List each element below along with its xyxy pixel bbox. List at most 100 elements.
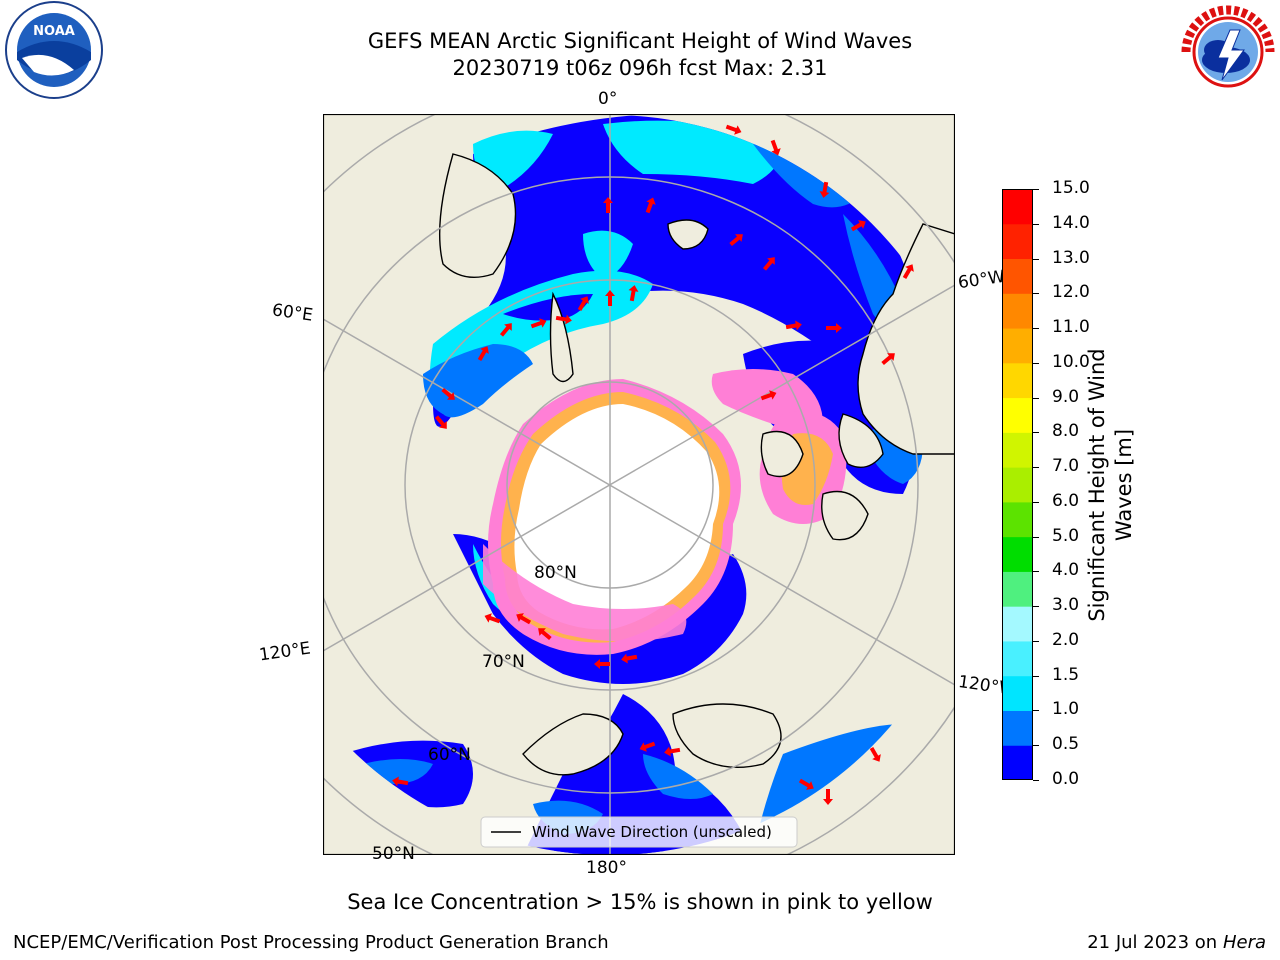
lon-label-120e: 120°E xyxy=(257,638,312,666)
wind-arrow-icon xyxy=(434,415,447,429)
colorbar-tick-label: 10.0 xyxy=(1052,351,1090,372)
nws-logo xyxy=(1178,2,1278,102)
colorbar-tick-label: 0.5 xyxy=(1052,734,1080,755)
colorbar-swatch xyxy=(1002,606,1033,642)
wind-arrow-icon xyxy=(530,318,547,329)
colorbar-tick-mark xyxy=(1033,189,1039,190)
colorbar-tick-mark xyxy=(1033,328,1039,330)
wind-arrow-icon xyxy=(664,746,681,757)
wind-arrow-icon xyxy=(538,628,552,641)
wind-arrow-icon xyxy=(441,387,455,400)
colorbar-swatch xyxy=(1002,467,1033,503)
run-date: 21 Jul 2023 on Hera xyxy=(1087,932,1266,953)
colorbar-swatch xyxy=(1002,258,1033,294)
colorbar-tick-mark xyxy=(1033,397,1039,399)
colorbar-label-text: Significant Height of Wind Waves [m] xyxy=(1085,348,1136,622)
colorbar-tick-mark xyxy=(1033,467,1039,469)
colorbar-tick-mark xyxy=(1033,640,1039,642)
colorbar-tick-mark xyxy=(1033,675,1039,677)
colorbar-swatch xyxy=(1002,223,1033,260)
lat-label-60: 60°N xyxy=(428,745,471,765)
colorbar-swatch xyxy=(1002,710,1033,746)
wind-arrow-icon xyxy=(577,296,589,312)
colorbar-tick-mark xyxy=(1033,536,1039,538)
colorbar-tick-mark xyxy=(1033,293,1039,295)
wind-arrow-icon xyxy=(645,197,656,214)
wind-arrow-icon xyxy=(770,139,781,156)
colorbar-tick-mark xyxy=(1033,710,1039,712)
wind-arrow-icon xyxy=(760,390,777,401)
legend-label: Wind Wave Direction (unscaled) xyxy=(532,823,772,841)
colorbar-tick-mark xyxy=(1033,223,1039,225)
map-legend: Wind Wave Direction (unscaled) xyxy=(480,816,798,848)
colorbar-tick-label: 1.0 xyxy=(1052,699,1080,720)
colorbar-tick-mark xyxy=(1033,362,1039,364)
lon-label-180: 180° xyxy=(586,858,627,878)
colorbar-tick-label: 9.0 xyxy=(1052,386,1080,407)
wind-arrow-icon xyxy=(555,314,572,325)
colorbar-tick-label: 5.0 xyxy=(1052,525,1080,546)
lat-label-50: 50°N xyxy=(372,844,415,864)
wind-arrow-icon xyxy=(902,264,914,280)
colorbar-tick-mark xyxy=(1033,501,1039,503)
colorbar-swatch xyxy=(1002,293,1033,329)
colorbar-tick-label: 4.0 xyxy=(1052,560,1080,581)
wind-arrow-icon xyxy=(785,320,802,331)
wind-arrow-icon xyxy=(639,741,656,752)
wind-arrow-icon xyxy=(819,181,830,198)
colorbar-tick-mark xyxy=(1033,571,1039,573)
colorbar-swatch xyxy=(1002,675,1033,711)
coastlines xyxy=(438,153,955,776)
lon-label-0: 0° xyxy=(598,89,618,109)
wind-arrow-icon xyxy=(850,220,866,232)
colorbar-tick-label: 13.0 xyxy=(1052,247,1090,268)
colorbar-tick-label: 6.0 xyxy=(1052,490,1080,511)
colorbar-swatch xyxy=(1002,501,1033,538)
colorbar-swatch xyxy=(1002,571,1033,607)
wind-arrow-icon xyxy=(729,234,743,247)
wind-arrow-icon xyxy=(762,257,775,271)
colorbar-tick-mark xyxy=(1033,745,1039,747)
colorbar-tick-label: 0.0 xyxy=(1052,769,1080,789)
colorbar-swatch xyxy=(1002,189,1033,225)
wind-arrow-icon xyxy=(477,346,489,362)
colorbar-swatch xyxy=(1002,432,1033,468)
wind-arrows xyxy=(392,124,914,805)
lon-label-60w: 60°W xyxy=(956,266,1007,294)
colorbar-tick-label: 3.0 xyxy=(1052,595,1080,616)
sea-ice-field xyxy=(483,369,847,655)
colorbar-tick-label: 12.0 xyxy=(1052,282,1090,303)
colorbar-tick-label: 15.0 xyxy=(1052,178,1090,198)
lat-label-80: 80°N xyxy=(534,563,577,583)
lat-label-70: 70°N xyxy=(482,652,525,672)
machine-name: Hera xyxy=(1222,932,1266,953)
noaa-logo: NOAA xyxy=(4,0,104,100)
map-title: GEFS MEAN Arctic Significant Height of W… xyxy=(367,29,913,53)
colorbar-tick-mark xyxy=(1033,606,1039,608)
map-subtitle: 20230719 t06z 096h fcst Max: 2.31 xyxy=(452,56,828,80)
colorbar-swatch xyxy=(1002,745,1033,781)
colorbar xyxy=(1002,189,1033,781)
colorbar-tick-label: 2.0 xyxy=(1052,629,1080,650)
colorbar-swatch xyxy=(1002,362,1033,399)
colorbar-tick-label: 11.0 xyxy=(1052,317,1090,338)
colorbar-tick-label: 8.0 xyxy=(1052,421,1080,442)
ice-caption: Sea Ice Concentration > 15% is shown in … xyxy=(347,890,933,914)
colorbar-svg xyxy=(1002,189,1033,781)
noaa-logo-text: NOAA xyxy=(33,24,75,39)
colorbar-swatch xyxy=(1002,397,1033,433)
colorbar-tick-label: 7.0 xyxy=(1052,456,1080,477)
polar-map: Wind Wave Direction (unscaled) xyxy=(322,113,956,856)
wind-arrow-icon xyxy=(823,789,833,805)
wind-arrow-icon xyxy=(826,323,842,333)
graticule xyxy=(323,114,955,855)
wind-arrow-icon xyxy=(725,124,742,135)
polar-map-svg: Wind Wave Direction (unscaled) xyxy=(322,113,956,856)
wind-arrow-icon xyxy=(392,776,409,787)
colorbar-tick-mark xyxy=(1033,780,1039,781)
wind-arrow-icon xyxy=(594,659,610,669)
wind-arrow-icon xyxy=(603,197,613,213)
wind-arrow-icon xyxy=(628,285,639,302)
wind-arrow-icon xyxy=(798,778,814,790)
colorbar-tick-mark xyxy=(1033,258,1039,260)
